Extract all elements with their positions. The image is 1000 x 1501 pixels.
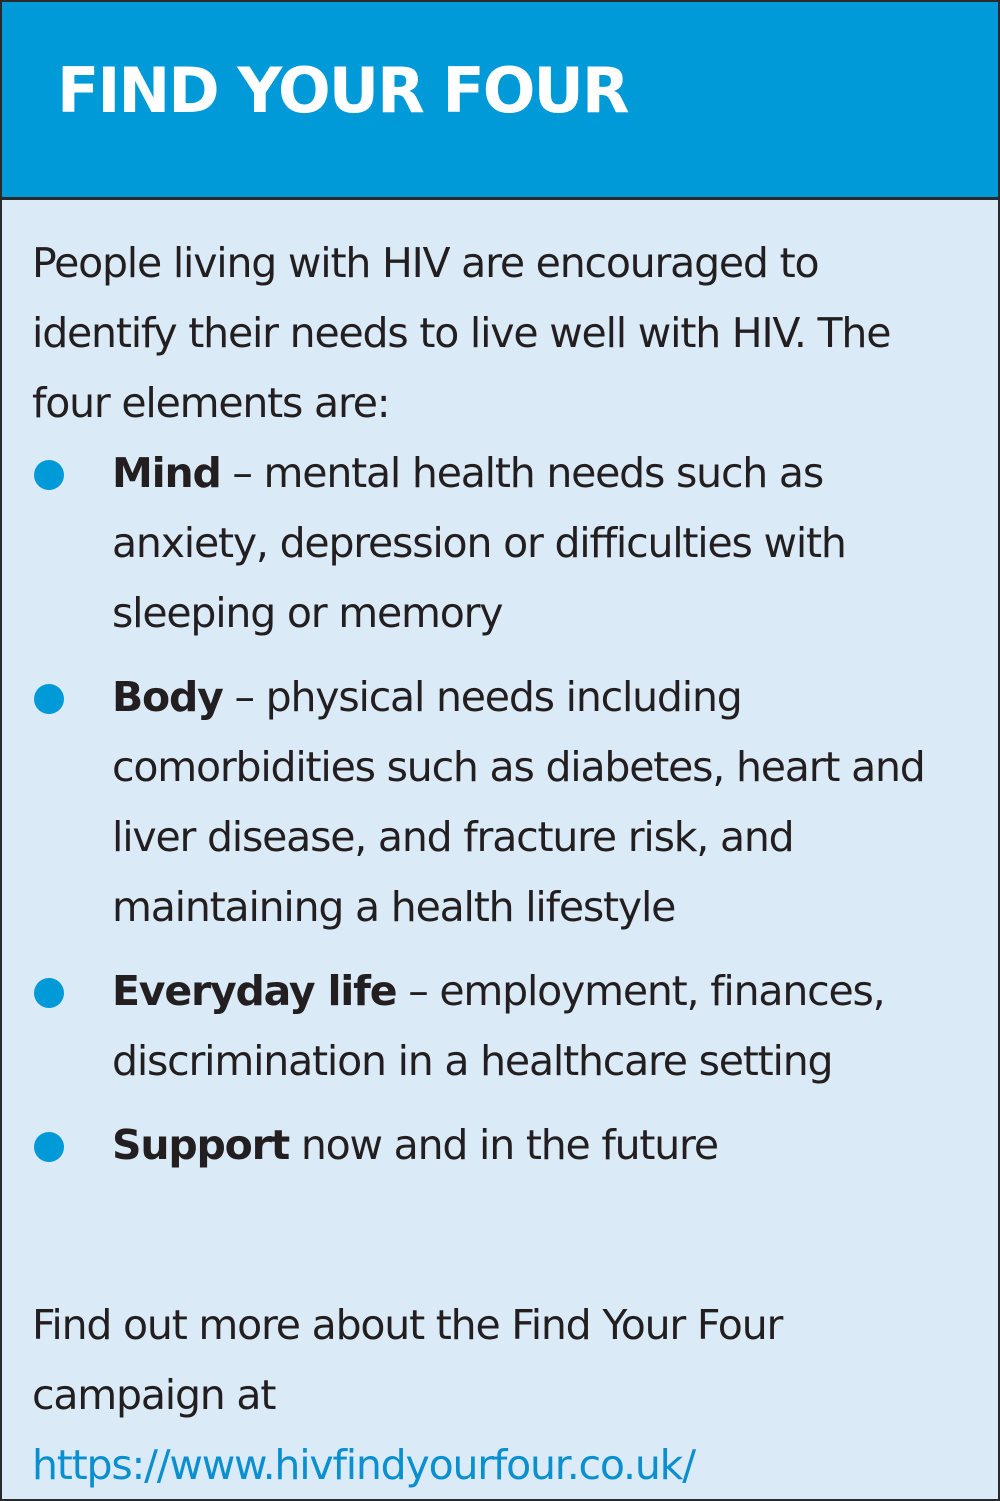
intro-text: People living with HIV are encouraged to… xyxy=(32,239,891,427)
item-text: – physical needs including comorbidities… xyxy=(112,673,926,931)
item-text: – employment, finances, discrimination i… xyxy=(112,967,886,1085)
footer-sentence: Find out more about the Find Your Four c… xyxy=(32,1301,783,1419)
header-banner: FIND YOUR FOUR xyxy=(2,2,998,200)
list-item: Body – physical needs including comorbid… xyxy=(32,662,932,942)
bullet-icon xyxy=(34,684,64,714)
footer-text: Find out more about the Find Your Four c… xyxy=(32,1290,932,1500)
list-item: Mind – mental health needs such as anxie… xyxy=(32,438,932,648)
bullet-icon xyxy=(34,978,64,1008)
item-term: Mind xyxy=(112,449,222,497)
box-title: FIND YOUR FOUR xyxy=(57,54,630,127)
item-term: Everyday life xyxy=(112,967,398,1015)
item-text: – mental health needs such as anxiety, d… xyxy=(112,449,847,637)
item-term: Support xyxy=(112,1121,290,1169)
bullet-icon xyxy=(34,460,64,490)
list-item: Everyday life – employment, finances, di… xyxy=(32,956,932,1096)
campaign-link[interactable]: https://www.hivfindyourfour.co.uk/ xyxy=(32,1441,696,1489)
elements-list: Mind – mental health needs such as anxie… xyxy=(32,438,998,1180)
bullet-icon xyxy=(34,1132,64,1162)
item-term: Body xyxy=(112,673,224,721)
list-item: Support now and in the future xyxy=(32,1110,932,1180)
box-content: People living with HIV are encouraged to… xyxy=(2,200,998,1500)
item-text: now and in the future xyxy=(289,1121,719,1169)
